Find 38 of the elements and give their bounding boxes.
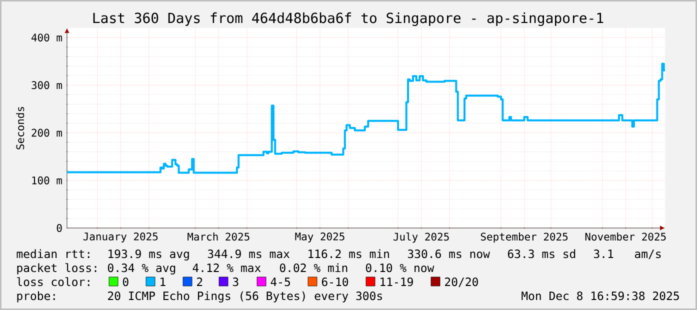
text: 330.6 ms now <box>408 250 490 258</box>
y-tick-label: 100 m <box>32 176 62 184</box>
text: 20/20 <box>445 278 478 288</box>
text: 0 <box>122 278 128 286</box>
text: 3.1 <box>594 250 614 258</box>
x-tick-label: July 2025 <box>394 232 449 243</box>
text: packet loss: <box>17 263 96 274</box>
text: 0.34 % avg <box>108 264 176 274</box>
text: 116.2 ms min <box>308 249 389 258</box>
text: 193.9 ms avg <box>108 250 189 260</box>
text: Mon Dec 8 16:59:38 2025 <box>522 292 679 300</box>
text: 0.10 % now <box>366 264 434 272</box>
text: 4.12 % max <box>192 264 261 272</box>
x-tick-label: March 2025 <box>188 232 250 241</box>
text: 344.9 ms max <box>208 250 290 258</box>
x-tick-label: November 2025 <box>585 232 666 241</box>
text: 63.3 ms sd <box>508 249 576 258</box>
text: probe: <box>17 291 55 302</box>
chart-title: Last 360 Days from 464d48b6ba6f to Singapore - ap-singapore-1 <box>93 12 604 26</box>
text: 1 <box>160 278 166 286</box>
text: 0.02 % min <box>280 263 348 272</box>
text: am/s <box>634 250 661 260</box>
text: 6-10 <box>322 278 348 286</box>
text: 4-5 <box>270 278 290 286</box>
y-tick-label: 200 m <box>32 128 62 137</box>
text: median rtt: <box>16 249 90 258</box>
text: 2 <box>197 278 202 286</box>
text: loss color: <box>17 277 90 286</box>
x-tick-label: May 2025 <box>295 232 344 242</box>
y-tick-label: 400 m <box>32 34 62 42</box>
x-tick-label: September 2025 <box>480 232 568 243</box>
text: 3 <box>232 278 238 286</box>
y-axis-title: Seconds <box>16 107 24 150</box>
text: 11-19 <box>380 278 413 286</box>
x-tick-label: January 2025 <box>83 232 158 242</box>
text: 20 ICMP Echo Pings (56 Bytes) every 300s <box>108 291 382 302</box>
y-tick-label: 0 <box>56 224 62 232</box>
y-tick-label: 300 m <box>32 81 62 90</box>
